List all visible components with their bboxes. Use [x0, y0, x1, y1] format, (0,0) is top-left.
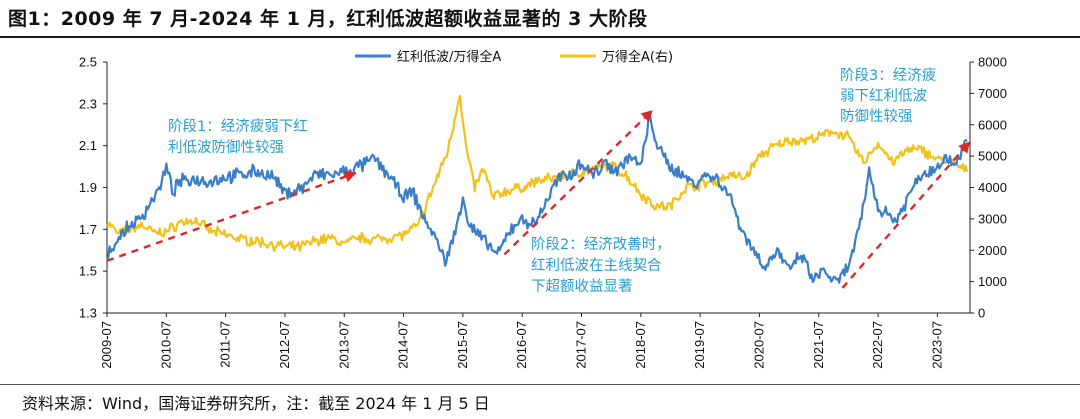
stage-annotation-2: 下超额收益显著	[531, 278, 633, 295]
x-tick-label: 2021-07	[811, 321, 826, 369]
stage-annotation-1: 利低波防御性较强	[168, 138, 284, 156]
x-tick-label: 2013-07	[336, 321, 351, 369]
stage-annotation-3: 防御性较强	[840, 107, 913, 125]
chart: 1.3 1.5 1.7 1.9 2.1 2.3 2.5 0 1000 2000 3000 4000 50…	[79, 49, 1007, 369]
series-line-1	[106, 111, 968, 284]
y-right-tick-label: 4000	[978, 180, 1007, 195]
x-tick-label: 2020-07	[751, 321, 766, 369]
x-tick-label: 2015-07	[455, 321, 470, 369]
trend-line-1	[106, 171, 357, 262]
x-tick-label: 2017-07	[574, 321, 589, 369]
stage-annotation-3: 弱下红利低波	[840, 88, 927, 105]
source-note: 资料来源：Wind，国海证券研究所，注：截至 2024 年 1 月 5 日	[22, 394, 490, 413]
title-rule	[0, 36, 1080, 38]
y-left-tick-label: 1.9	[79, 180, 97, 195]
y-left-tick-label: 2.3	[79, 96, 97, 111]
x-tick-label: 2012-07	[277, 321, 292, 369]
y-right-tick-label: 0	[978, 306, 985, 321]
trend-arrowhead	[343, 170, 357, 183]
x-tick-label: 2011-07	[218, 321, 233, 368]
trend-line-2	[503, 109, 654, 256]
y-left-tick-label: 1.3	[79, 306, 97, 321]
trend-layer	[106, 109, 971, 289]
x-tick-label: 2014-07	[396, 321, 411, 369]
y-left-tick-label: 1.5	[79, 264, 97, 279]
y-left-tick-label: 2.5	[79, 55, 97, 70]
x-tick-label: 2023-07	[929, 321, 944, 369]
stage-annotation-3: 阶段3：经济疲	[840, 67, 936, 84]
x-tick-label: 2022-07	[870, 321, 885, 369]
y-right-tick-label: 6000	[978, 117, 1007, 132]
x-tick-label: 2016-07	[514, 321, 529, 369]
y-left-tick-label: 2.1	[79, 138, 97, 153]
y-right-tick-label: 5000	[978, 149, 1007, 164]
legend: 红利低波/万得全A 万得全A(右)	[355, 49, 673, 65]
y-right-tick-label: 2000	[978, 243, 1007, 258]
y-right-tick-label: 1000	[978, 274, 1007, 289]
source-rule	[0, 384, 1080, 385]
series-layer	[106, 94, 969, 284]
y-left-tick-label: 1.7	[79, 222, 97, 237]
x-tick-label: 2018-07	[633, 321, 648, 369]
y-right-tick-label: 3000	[978, 211, 1007, 226]
trend-arrowhead	[640, 110, 653, 123]
x-tick-label: 2010-07	[158, 321, 173, 369]
x-tick-label: 2009-07	[99, 321, 114, 369]
chart-title: 图1：2009 年 7 月-2024 年 1 月，红利低波超额收益显著的 3 大…	[8, 8, 648, 30]
x-tick-label: 2019-07	[692, 321, 707, 369]
y-right-tick-label: 7000	[978, 86, 1007, 101]
y-right-tick-label: 8000	[978, 55, 1007, 70]
trend-line-3	[841, 140, 971, 289]
stage-annotation-2: 红利低波在主线契合	[531, 257, 662, 274]
stage-annotation-1: 阶段1：经济疲弱下红	[168, 118, 308, 135]
trend-arrowhead	[958, 141, 970, 154]
stage-annotation-2: 阶段2：经济改善时，	[531, 236, 671, 253]
axes-layer: 1.3 1.5 1.7 1.9 2.1 2.3 2.5 0 1000 2000 3000 4000 50…	[79, 55, 1007, 369]
series-line-2	[106, 94, 969, 252]
legend-label-1: 红利低波/万得全A	[397, 49, 501, 65]
legend-label-2: 万得全A(右)	[602, 49, 673, 65]
